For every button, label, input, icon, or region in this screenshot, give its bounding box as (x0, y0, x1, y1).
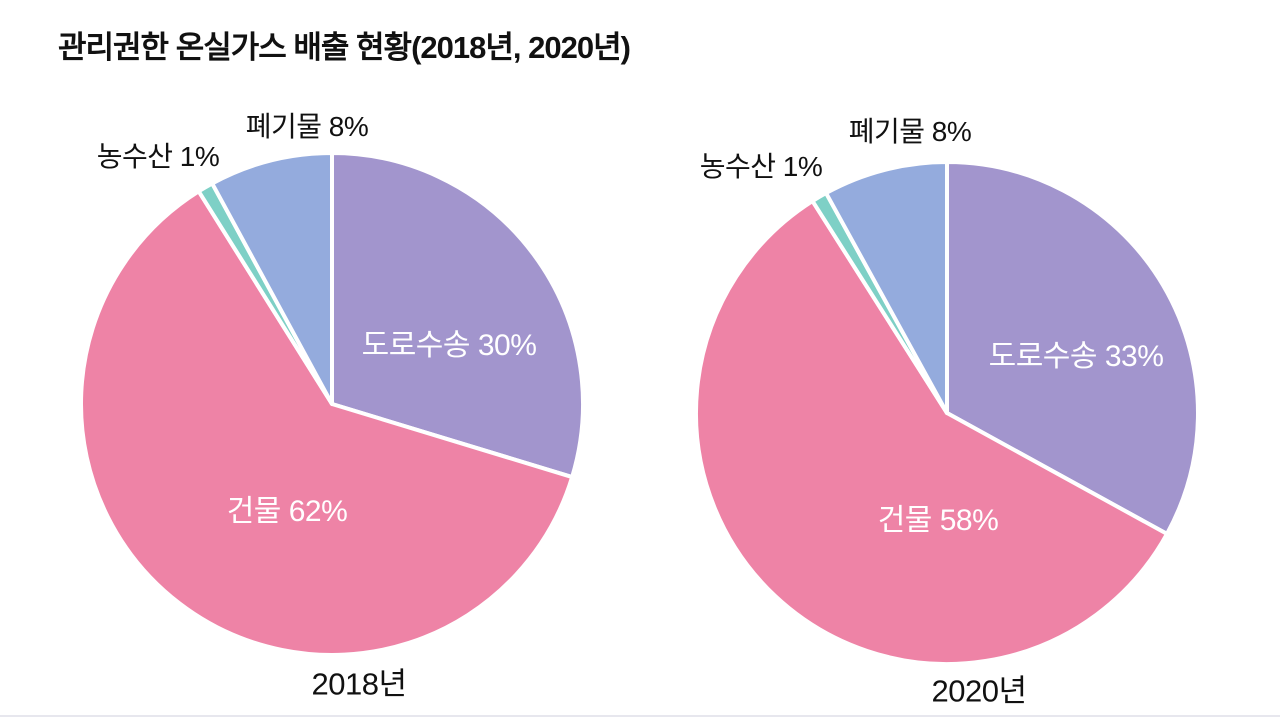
label-slice-agriculture-fisheries: 농수산 1% (96, 141, 220, 172)
label-slice-waste: 폐기물 8% (848, 116, 972, 147)
label-slice-road-transport: 도로수송 33% (988, 340, 1164, 373)
slice-buildings (694, 199, 1169, 666)
label-slice-agriculture-fisheries: 농수산 1% (699, 151, 823, 182)
label-slice-buildings: 건물 58% (877, 504, 999, 537)
pie-2018 (79, 151, 585, 657)
pie-caption-2018: 2018년 (311, 666, 407, 702)
label-slice-waste: 폐기물 8% (245, 111, 369, 142)
slice-road-transport (330, 151, 585, 480)
slice-waste (210, 151, 334, 406)
pie-caption-2020: 2020년 (931, 673, 1027, 709)
slice-buildings (79, 189, 575, 657)
pie-2020 (694, 160, 1200, 666)
label-slice-road-transport: 도로수송 30% (361, 329, 537, 362)
chart-title: 관리권한 온실가스 배출 현황(2018년, 2020년) (58, 30, 631, 65)
label-slice-buildings: 건물 62% (226, 495, 348, 528)
slice-road-transport (945, 160, 1200, 536)
slice-waste (824, 160, 949, 415)
